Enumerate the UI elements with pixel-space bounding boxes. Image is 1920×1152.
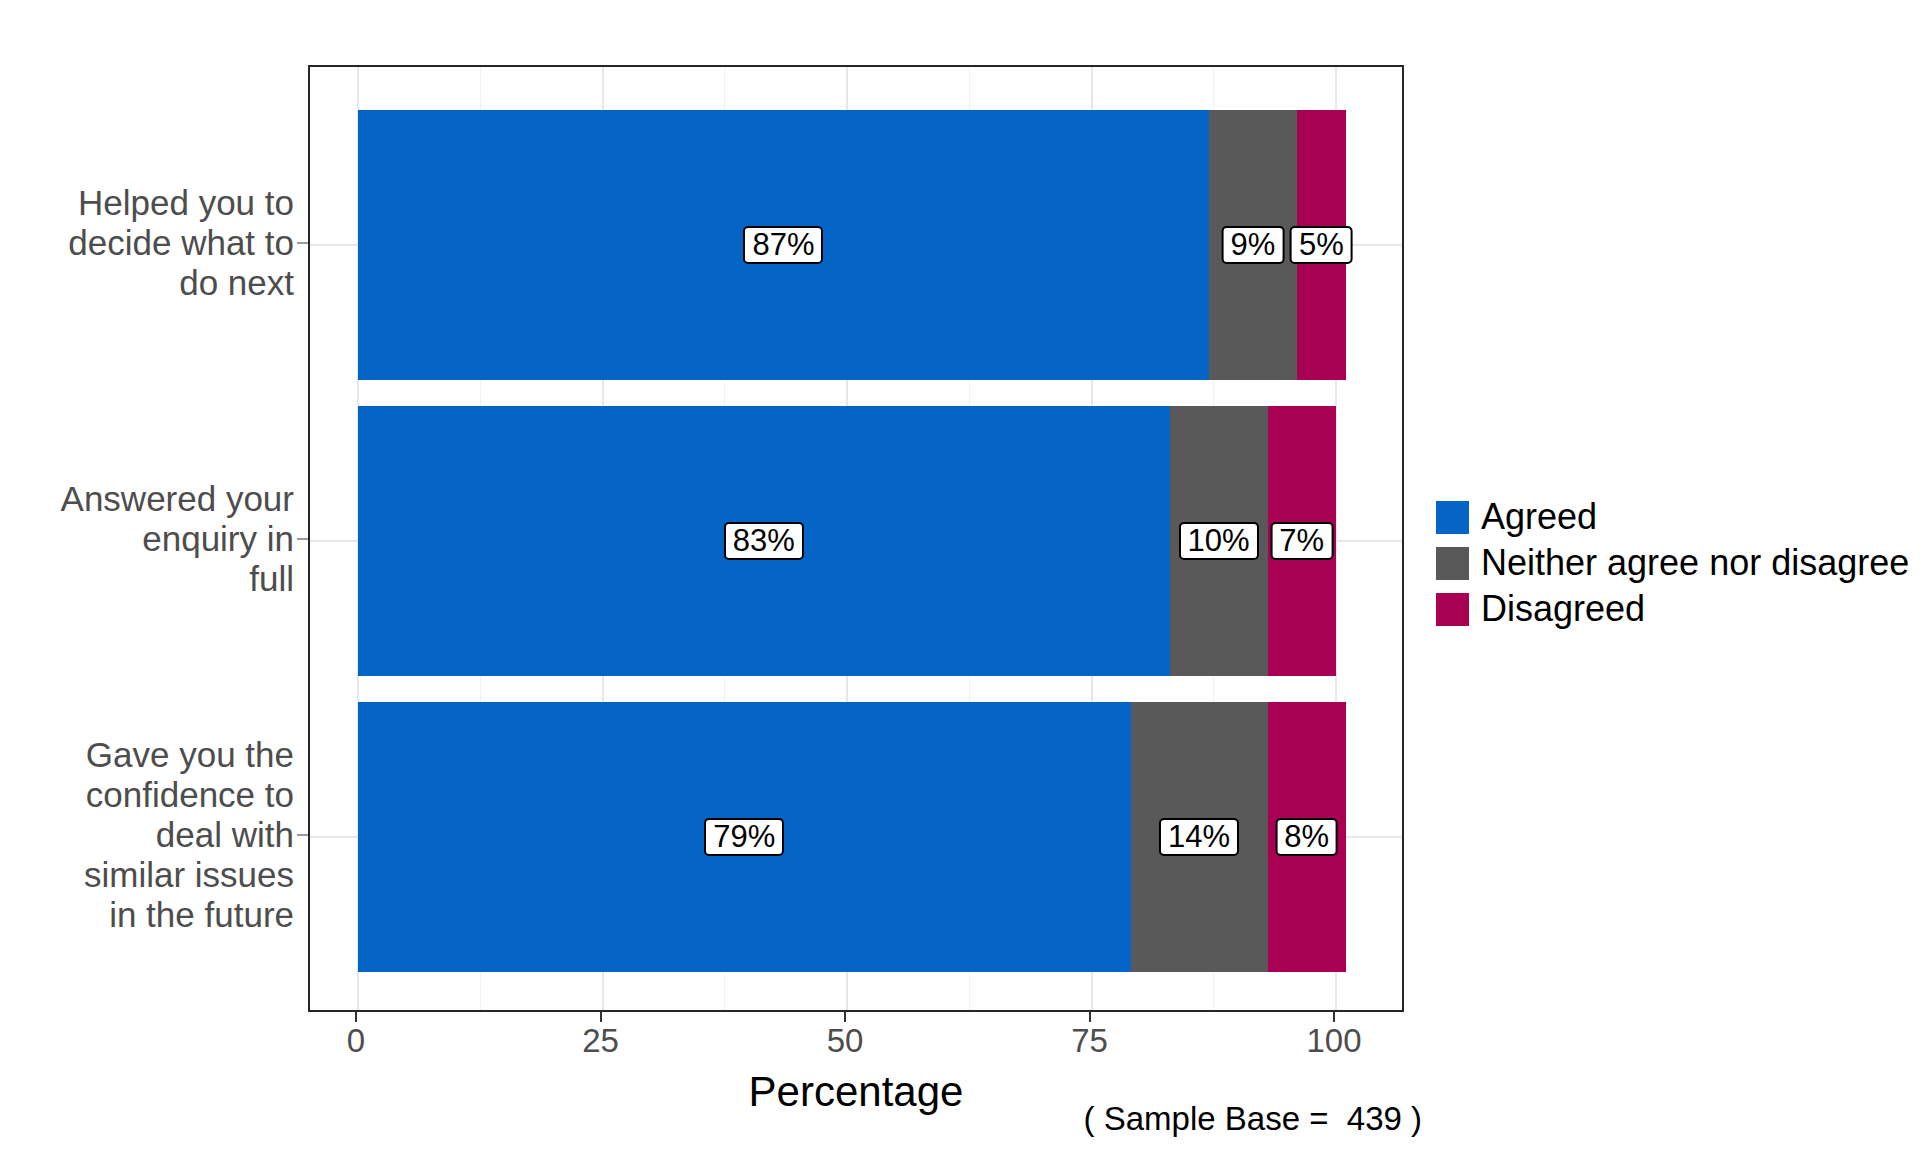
category-label-line: Answered your (4, 479, 294, 519)
stacked-bar-chart-figure: 87% 9%5% 83% 10% 7% 79% 14% 8% Percentage ( Sam… (0, 0, 1920, 1152)
category-label-line: do next (4, 263, 294, 303)
plot-panel: 87% 9%5% 83% 10% 7% 79% 14% 8% (308, 65, 1404, 1012)
legend: AgreedNeither agree nor disagreeDisagree… (1436, 496, 1909, 634)
x-axis-tick (355, 1012, 357, 1022)
category-label-line: Helped you to (4, 183, 294, 223)
bar-value-label: 83% (724, 522, 804, 560)
bar-value-label: 14% (1159, 818, 1239, 856)
category-label: Answered yourenquiry infull (4, 479, 294, 599)
bar-value-label: 79% (704, 818, 784, 856)
bar-value-label: 8% (1275, 818, 1338, 856)
legend-label: Neither agree nor disagree (1481, 542, 1909, 584)
bar-value-label: 87% (743, 226, 823, 264)
bar-value-label: 7% (1270, 522, 1333, 560)
x-axis-tick-label: 0 (347, 1022, 365, 1060)
category-label-line: enquiry in (4, 519, 294, 559)
bar-value-label: 10% (1179, 522, 1259, 560)
category-label: Gave you theconfidence todeal withsimila… (4, 735, 294, 935)
y-axis-tick (297, 538, 308, 540)
legend-label: Disagreed (1481, 588, 1645, 630)
y-axis-tick (297, 242, 308, 244)
sample-base-caption: ( Sample Base = 439 ) (1084, 1100, 1422, 1138)
x-axis-tick-label: 75 (1071, 1022, 1108, 1060)
category-label-line: similar issues (4, 855, 294, 895)
category-label: Helped you todecide what todo next (4, 183, 294, 303)
x-axis-tick-label: 25 (582, 1022, 619, 1060)
category-label-line: in the future (4, 895, 294, 935)
category-label-line: confidence to (4, 775, 294, 815)
legend-item: Disagreed (1436, 588, 1909, 630)
x-axis-title: Percentage (749, 1068, 964, 1116)
x-axis-tick-label: 100 (1306, 1022, 1361, 1060)
legend-item: Agreed (1436, 496, 1909, 538)
x-axis-tick-label: 50 (827, 1022, 864, 1060)
legend-swatch-agreed (1436, 501, 1469, 534)
legend-item: Neither agree nor disagree (1436, 542, 1909, 584)
bar-value-label: 9% (1221, 226, 1284, 264)
x-axis-tick (600, 1012, 602, 1022)
category-label-line: Gave you the (4, 735, 294, 775)
legend-swatch-neither-agree-nor-disagree (1436, 547, 1469, 580)
legend-label: Agreed (1481, 496, 1597, 538)
bar-value-label: 5% (1290, 226, 1353, 264)
category-label-line: decide what to (4, 223, 294, 263)
x-axis-tick (1089, 1012, 1091, 1022)
category-label-line: full (4, 559, 294, 599)
y-axis-tick (297, 834, 308, 836)
x-axis-tick (1333, 1012, 1335, 1022)
x-axis-tick (844, 1012, 846, 1022)
legend-swatch-disagreed (1436, 593, 1469, 626)
category-label-line: deal with (4, 815, 294, 855)
